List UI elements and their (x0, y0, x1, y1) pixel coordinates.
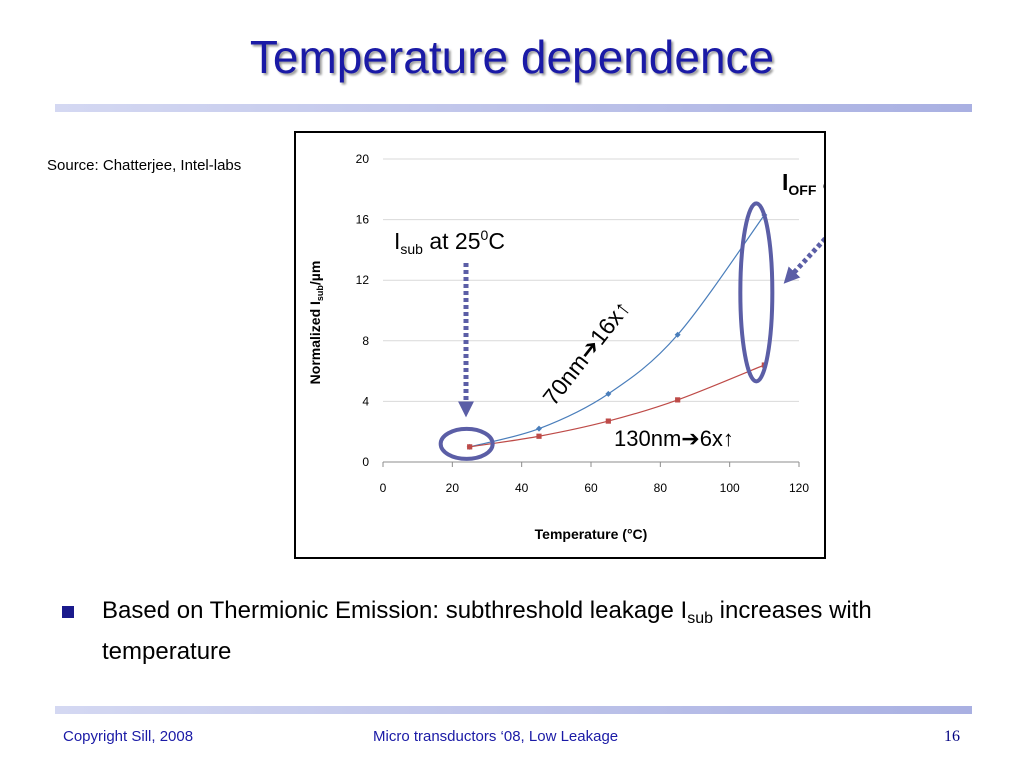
x-tick-label: 0 (380, 481, 387, 495)
annotation-130nm: 130nm➔6x↑ (614, 426, 734, 451)
title-divider (55, 104, 972, 112)
series-2-point (467, 444, 473, 450)
bullet-square-icon (62, 606, 74, 618)
series-2-point (675, 397, 681, 403)
x-axis-title: Temperature (°C) (535, 526, 648, 542)
y-tick-label: 16 (356, 213, 370, 227)
series-1-point (605, 390, 612, 397)
x-tick-label: 20 (446, 481, 460, 495)
x-tick-label: 40 (515, 481, 529, 495)
y-tick-label: 8 (362, 334, 369, 348)
bullet-subscript: sub (687, 610, 714, 627)
footer-course: Micro transductors ‘08, Low Leakage (373, 728, 619, 745)
y-tick-label: 0 (362, 455, 369, 469)
series-1-point (536, 425, 542, 432)
y-tick-label: 12 (356, 273, 370, 287)
arrow-ioff (783, 236, 824, 284)
x-tick-label: 60 (584, 481, 598, 495)
annotation-isub: Isub at 250C (394, 227, 505, 257)
leakage-temperature-chart: 0 4 8 12 16 20 0 20 40 60 80 100 120 Temperature (°C)… (307, 152, 824, 542)
highlight-ellipse-110c (738, 201, 775, 384)
x-tick-label: 100 (720, 481, 740, 495)
highlight-ellipse-25c (438, 426, 495, 461)
series-line-1 (469, 214, 765, 448)
x-tick-label: 80 (654, 481, 668, 495)
bullet-text-after: increases with temperature (102, 597, 872, 665)
bullet-text: Based on Thermionic Emission: subthresho… (102, 594, 972, 668)
y-axis-title: Normalized Isub/µm (307, 261, 325, 385)
annotation-70nm: 70nm➔16x↑ (537, 295, 635, 410)
page-number: 16 (944, 728, 960, 745)
x-tick-label: 120 (789, 481, 809, 495)
footer-divider (55, 706, 972, 714)
slide-title: Temperature dependence (249, 31, 775, 83)
bullet-text-before: Based on Thermionic Emission: subthresho… (102, 597, 688, 624)
y-tick-label: 20 (356, 152, 370, 166)
series-2-point (536, 433, 542, 439)
footer-copyright: Copyright Sill, 2008 (63, 728, 194, 745)
y-tick-label: 4 (362, 394, 369, 408)
series-2-point (605, 418, 611, 424)
annotation-ioff: IOFF at 1100C (782, 168, 824, 198)
source-citation: Source: Chatterjee, Intel-labs (47, 157, 242, 174)
chart-frame: 0 4 8 12 16 20 0 20 40 60 80 100 120 Temperature (°C)… (294, 131, 826, 559)
series-1-point (674, 331, 681, 338)
